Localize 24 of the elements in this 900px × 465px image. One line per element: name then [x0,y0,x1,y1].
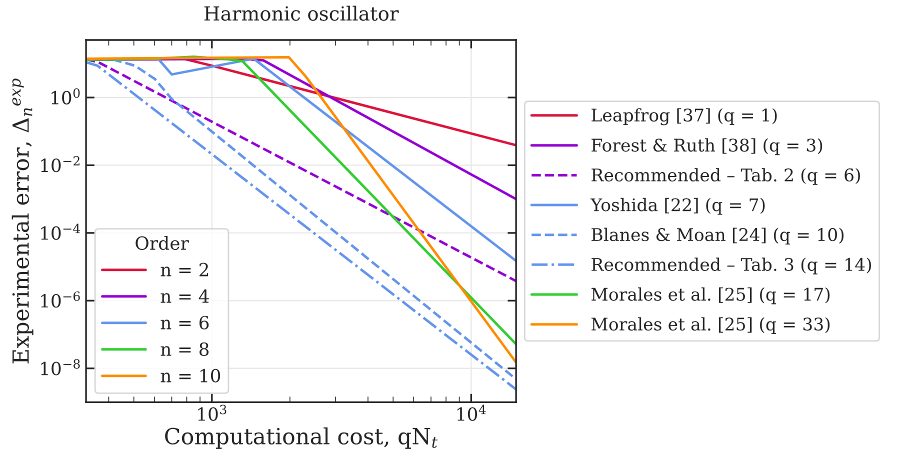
y-tick-label: 10$^{−4}$ [41,224,80,240]
legend-label: Forest & Ruth [38] (q = 3) [592,138,822,156]
legend-label: Morales et al. [25] (q = 33) [592,317,830,334]
legend-label: Recommended – Tab. 3 (q = 14) [592,258,872,274]
x-tick-label: 10$^{4}$ [457,404,486,421]
legend-label: Blanes & Moan [24] (q = 10) [592,228,844,245]
legend-title: Order [136,236,189,250]
legend-label: n = 8 [160,342,209,356]
x-tick-label: 10$^{3}$ [198,404,226,421]
x-axis-title: Computational cost, qN$_{t}$ [165,427,438,449]
legend-label: n = 2 [160,262,208,276]
legend-label: n = 4 [160,289,209,303]
legend-label: n = 6 [160,316,209,330]
y-tick-label: 10$^{0}$ [52,88,80,104]
legend-label: Leapfrog [37] (q = 1) [592,108,777,126]
legend-label: n = 10 [160,368,220,382]
legend-label: Recommended – Tab. 2 (q = 6) [592,168,860,185]
legend-label: Yoshida [22] (q = 7) [590,198,765,215]
chart-title: Harmonic oscillator [204,6,399,21]
y-axis-title: Experimental error, Δ$_{n}$$^{exp}$ [12,78,34,364]
y-tick-label: 10$^{−2}$ [41,156,80,172]
y-tick-label: 10$^{−8}$ [41,359,80,376]
legend-label: Morales et al. [25] (q = 17) [592,287,830,304]
y-tick-label: 10$^{−6}$ [41,291,80,308]
